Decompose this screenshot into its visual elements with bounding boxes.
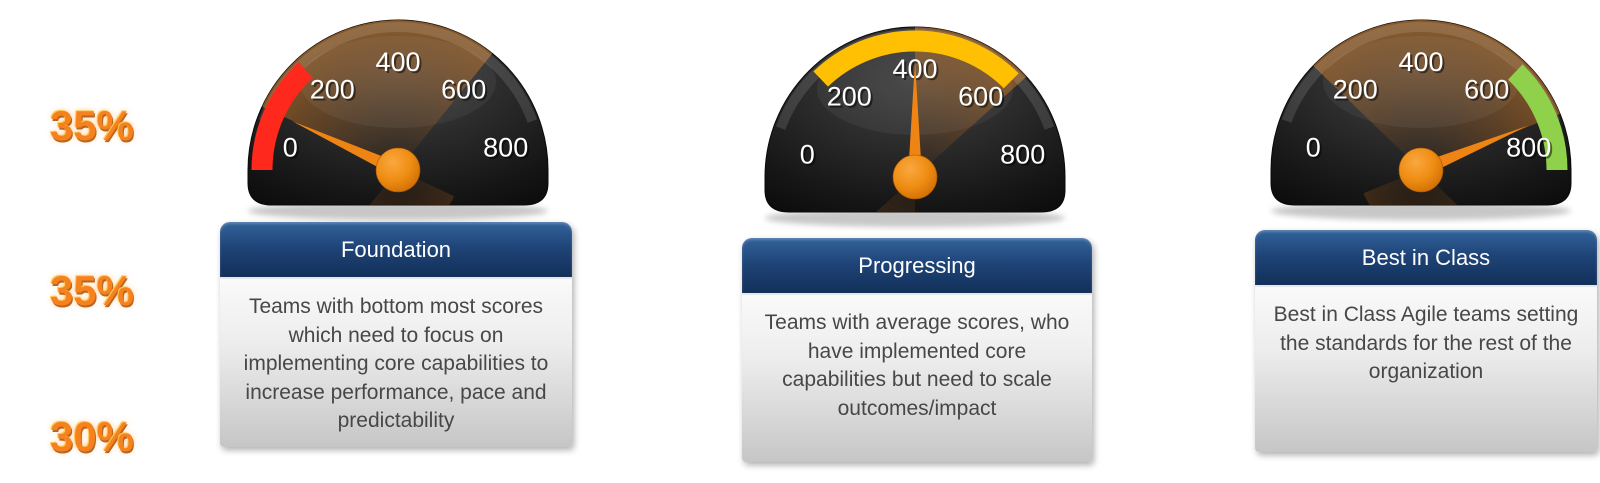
- gauge-tick-label: 400: [1398, 47, 1443, 77]
- gauge-tick-label: 800: [1508, 135, 1553, 165]
- card-title-progressing: Progressing: [742, 238, 1092, 295]
- gauge-needle: [292, 121, 401, 177]
- gauge-tick-label: 600: [1464, 74, 1509, 104]
- gauge-tick-label: 200: [827, 81, 872, 111]
- card-title-foundation: Foundation: [220, 222, 572, 279]
- gauge-sheen: [300, 36, 496, 128]
- gauge-zone-arc: [1507, 64, 1568, 171]
- gauge-ground-shadow: [765, 209, 1065, 227]
- gauge-tick-label: 600: [960, 83, 1005, 113]
- gauge-tick-label: 800: [1000, 140, 1045, 170]
- gauge-tick-label: 800: [1002, 142, 1047, 172]
- gauge-tick-label: 600: [441, 74, 486, 104]
- gauge-hub: [1398, 147, 1444, 193]
- gauge-tick-label: 200: [1333, 74, 1378, 104]
- gauge-tick-label: 0: [283, 133, 298, 163]
- gauge-tick-label: 0: [285, 135, 300, 165]
- gauge-tick-label: 800: [483, 133, 528, 163]
- gauge-tick-label: 600: [443, 76, 488, 106]
- percent-label-best-in-class: 30%: [49, 413, 135, 460]
- card-body-progressing: Teams with average scores, who have impl…: [742, 295, 1092, 462]
- gauge-tick-label: 200: [312, 76, 357, 106]
- gauge-ground-shadow: [1271, 202, 1571, 220]
- card-body-foundation: Teams with bottom most scores which need…: [220, 279, 572, 447]
- gauge-ground-shadow: [248, 202, 548, 220]
- percent-label-progressing: 35%: [49, 267, 135, 314]
- gauge-hub: [375, 147, 421, 193]
- gauge-tick-label: 800: [1506, 133, 1551, 163]
- gauge-tick-label: 0: [1306, 133, 1321, 163]
- gauge-needle: [908, 61, 922, 177]
- card-title-best-in-class: Best in Class: [1255, 230, 1597, 287]
- gauge-tick-label: 400: [375, 47, 420, 77]
- card-best-in-class: Best in Class Best in Class Agile teams …: [1255, 230, 1597, 452]
- gauge-needle: [1418, 125, 1529, 177]
- gauge-tick-label: 400: [894, 56, 939, 86]
- gauge-hub: [892, 154, 938, 200]
- gauge-tick-label: 0: [800, 140, 815, 170]
- gauge-tick-label: 0: [1308, 135, 1323, 165]
- percent-label-foundation: 35%: [49, 102, 135, 149]
- gauge-tick-label: 200: [829, 83, 874, 113]
- gauge-tick-label: 0: [802, 142, 817, 172]
- card-progressing: Progressing Teams with average scores, w…: [742, 238, 1092, 462]
- gauge-tick-label: 600: [1466, 76, 1511, 106]
- gauge-tick-label: 200: [310, 74, 355, 104]
- gauge-sheen: [1323, 36, 1519, 128]
- gauge-tick-label: 400: [377, 49, 422, 79]
- gauge-zone-arc: [813, 30, 1019, 89]
- card-foundation: Foundation Teams with bottom most scores…: [220, 222, 572, 447]
- gauge-glow-beam: [262, 20, 493, 206]
- gauge-tick-label: 200: [1335, 76, 1380, 106]
- gauge-glow-beam: [1313, 20, 1561, 206]
- gauge-tick-label: 600: [958, 81, 1003, 111]
- gauge-zone-arc: [251, 62, 314, 171]
- gauge-tick-label: 400: [1400, 49, 1445, 79]
- card-body-best-in-class: Best in Class Agile teams setting the st…: [1255, 287, 1597, 452]
- gauge-tick-label: 800: [485, 135, 530, 165]
